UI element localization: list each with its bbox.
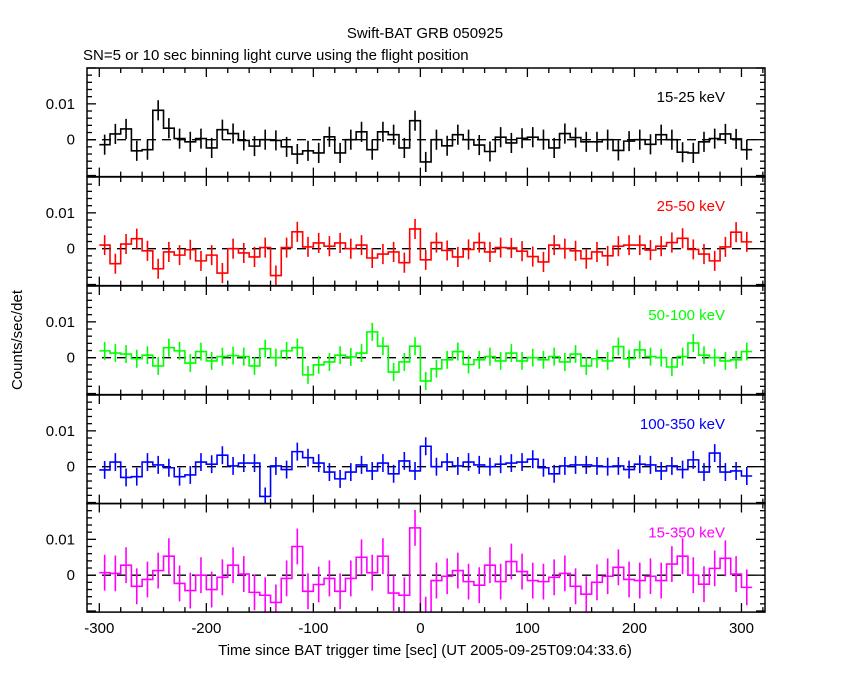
x-tick-label: -300 bbox=[84, 620, 114, 637]
panel-1: 0 0.01 15-25 keV bbox=[46, 67, 766, 178]
x-axis-label: Time since BAT trigger time [sec] (UT 20… bbox=[218, 642, 632, 659]
y-tick-label: 0 bbox=[67, 459, 75, 476]
y-tick-label: 0 bbox=[67, 567, 75, 584]
y-tick-label: 0.01 bbox=[46, 531, 75, 548]
step-line bbox=[99, 228, 753, 277]
series-2 bbox=[99, 218, 753, 286]
legend-label: 15-25 keV bbox=[657, 89, 725, 106]
x-tick-label: 300 bbox=[729, 620, 754, 637]
series-5 bbox=[99, 509, 753, 613]
chart-subtitle: SN=5 or 10 sec binning light curve using… bbox=[83, 47, 469, 64]
panel-4: 0 0.01 100-350 keV bbox=[46, 394, 766, 505]
panel-frame bbox=[86, 502, 766, 613]
y-tick-label: 0.01 bbox=[46, 205, 75, 222]
series-1 bbox=[99, 100, 753, 172]
legend-label: 100-350 keV bbox=[640, 416, 725, 433]
step-line bbox=[99, 109, 753, 163]
y-tick-label: 0.01 bbox=[46, 96, 75, 113]
y-tick-label: 0 bbox=[67, 132, 75, 149]
legend-label: 50-100 keV bbox=[648, 307, 725, 324]
x-tick-label: 100 bbox=[515, 620, 540, 637]
y-tick-label: 0.01 bbox=[46, 423, 75, 440]
x-tick-label: -100 bbox=[298, 620, 328, 637]
x-tick-label: 0 bbox=[416, 620, 424, 637]
panel-3: 0 0.01 50-100 keV bbox=[46, 285, 766, 396]
chart-title: Swift-BAT GRB 050925 bbox=[347, 25, 503, 42]
series-4 bbox=[99, 437, 753, 504]
y-tick-label: 0 bbox=[67, 241, 75, 258]
x-tick-label: -200 bbox=[191, 620, 221, 637]
legend-label: 15-350 keV bbox=[648, 525, 725, 542]
x-tick-label: 200 bbox=[622, 620, 647, 637]
panel-2: 0 0.01 25-50 keV bbox=[46, 176, 766, 287]
step-line bbox=[99, 527, 753, 613]
panel-5: 0 0.01 15-350 keV bbox=[46, 502, 766, 613]
y-axis-label: Counts/sec/det bbox=[9, 289, 26, 390]
series-3 bbox=[99, 322, 753, 390]
legend-label: 25-50 keV bbox=[657, 198, 725, 215]
y-tick-label: 0.01 bbox=[46, 314, 75, 331]
y-tick-label: 0 bbox=[67, 350, 75, 367]
